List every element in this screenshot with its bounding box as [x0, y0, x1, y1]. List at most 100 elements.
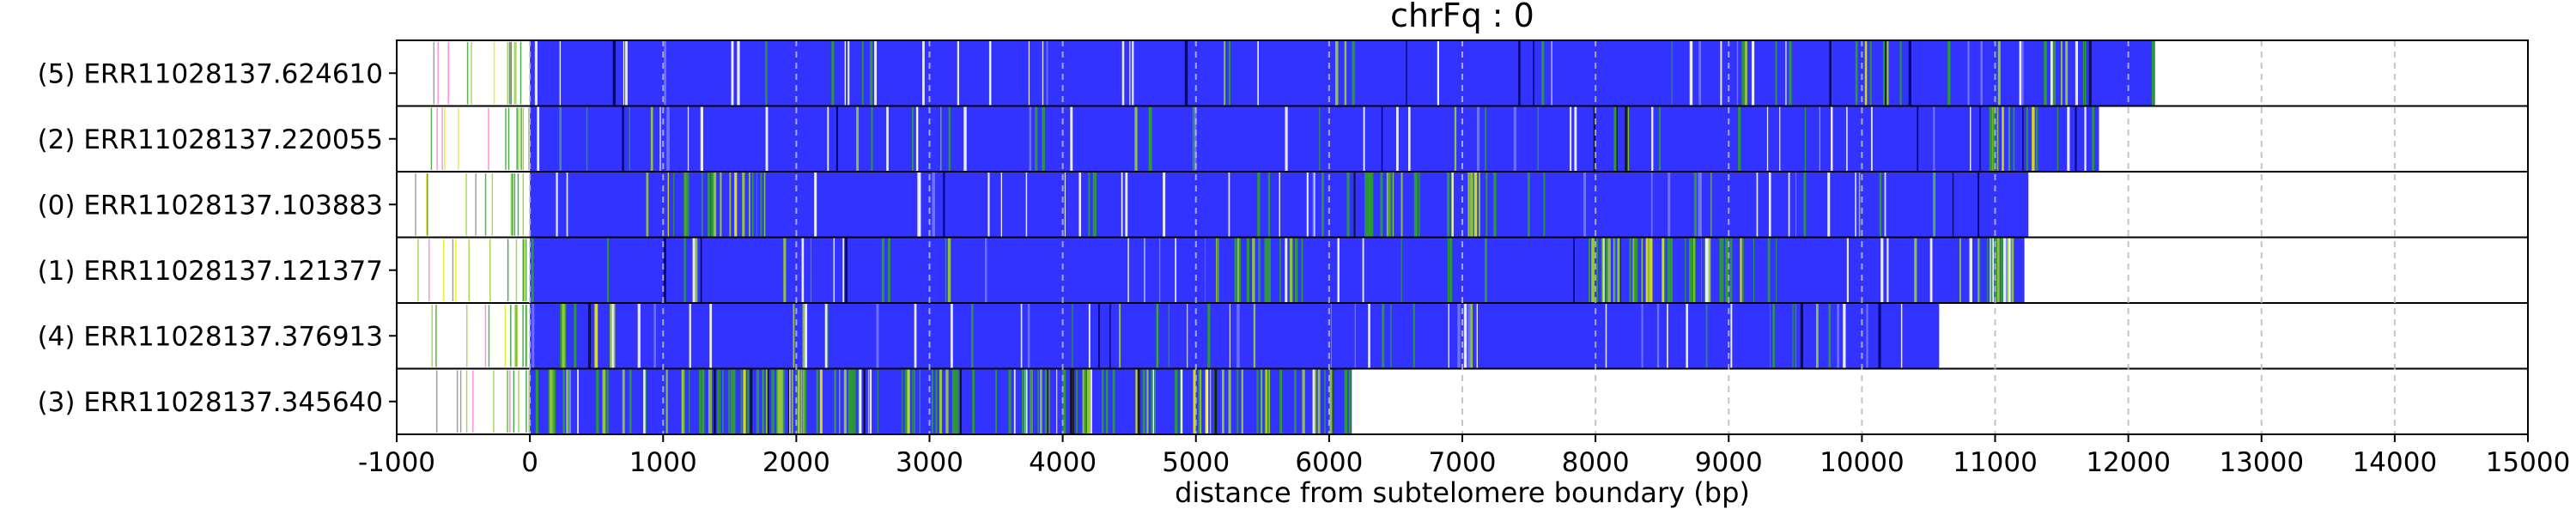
variant-mark — [1234, 237, 1237, 303]
variant-mark — [1175, 368, 1178, 434]
variant-mark — [664, 40, 666, 106]
variant-mark — [1200, 368, 1202, 434]
variant-mark — [1451, 172, 1454, 238]
variant-mark — [2013, 106, 2015, 172]
variant-mark — [1878, 303, 1881, 369]
variant-mark — [831, 40, 835, 106]
variant-mark — [1142, 368, 1145, 434]
variant-mark — [932, 172, 935, 238]
variant-mark — [587, 303, 592, 369]
variant-mark — [689, 368, 690, 434]
variant-mark — [2065, 40, 2069, 106]
row-4: (4) ERR11028137.376913 — [38, 302, 2528, 369]
variant-mark — [1959, 237, 1961, 303]
pre-mark — [426, 173, 428, 236]
variant-mark — [737, 40, 740, 106]
variant-mark — [1353, 172, 1356, 238]
variant-mark — [1134, 106, 1138, 172]
variant-mark — [1022, 368, 1024, 434]
plot-area: (5) ERR11028137.624610 (2) ERR11028137.22… — [38, 39, 2571, 478]
variant-mark — [612, 40, 616, 106]
variant-mark — [2044, 40, 2047, 106]
pre-mark — [488, 107, 489, 170]
variant-mark — [613, 303, 616, 369]
x-tick-label: 15000 — [2486, 447, 2571, 478]
variant-mark — [1785, 40, 1787, 106]
variant-mark — [550, 368, 553, 434]
variant-mark — [701, 172, 703, 238]
variant-mark — [1037, 368, 1039, 434]
variant-mark — [537, 106, 540, 172]
variant-mark — [1992, 106, 1996, 172]
variant-mark — [2019, 40, 2022, 106]
variant-mark — [1648, 237, 1650, 303]
variant-mark — [1313, 368, 1316, 434]
pre-mark — [507, 239, 509, 301]
variant-mark — [733, 368, 735, 434]
variant-mark — [1198, 368, 1201, 434]
variant-mark — [886, 106, 889, 172]
variant-mark — [987, 172, 990, 238]
variant-mark — [1969, 237, 1972, 303]
variant-mark — [908, 368, 910, 434]
variant-mark — [1267, 172, 1271, 238]
variant-mark — [1446, 172, 1450, 238]
variant-mark — [1751, 40, 1755, 106]
pre-mark — [447, 42, 450, 105]
variant-mark — [1449, 237, 1453, 303]
pre-mark — [430, 107, 433, 170]
variant-mark — [1238, 237, 1242, 303]
row-label-5: (3) ERR11028137.345640 — [38, 387, 383, 418]
variant-mark — [1187, 303, 1188, 369]
variant-mark — [1803, 172, 1807, 238]
variant-mark — [1698, 172, 1701, 238]
variant-mark — [1698, 40, 1702, 106]
variant-mark — [1800, 303, 1803, 369]
pre-mark — [507, 42, 508, 105]
pre-mark — [471, 370, 474, 433]
variant-mark — [1619, 237, 1621, 303]
variant-mark — [1493, 172, 1497, 238]
variant-mark — [709, 303, 713, 369]
variant-mark — [1710, 172, 1712, 238]
variant-mark — [1264, 368, 1266, 434]
pre-mark — [512, 173, 513, 236]
variant-mark — [1476, 303, 1478, 369]
variant-mark — [834, 368, 836, 434]
variant-mark — [764, 172, 766, 238]
variant-mark — [1312, 172, 1315, 238]
variant-mark — [1265, 368, 1269, 434]
variant-mark — [602, 368, 605, 434]
variant-mark — [717, 368, 720, 434]
variant-mark — [1463, 303, 1467, 369]
variant-mark — [848, 40, 850, 106]
pre-mark — [459, 370, 462, 433]
variant-mark — [2088, 40, 2092, 106]
variant-mark — [1070, 368, 1072, 434]
variant-mark — [1335, 40, 1339, 106]
variant-mark — [1616, 106, 1618, 172]
pre-mark — [415, 173, 416, 236]
variant-mark — [1543, 172, 1546, 238]
variant-mark — [1484, 237, 1487, 303]
variant-mark — [1324, 368, 1326, 434]
variant-mark — [1607, 237, 1611, 303]
variant-mark — [1669, 237, 1674, 303]
variant-mark — [1686, 303, 1688, 369]
variant-mark — [835, 106, 838, 172]
pre-mark — [515, 239, 518, 301]
variant-mark — [1741, 237, 1744, 303]
variant-mark — [1666, 303, 1668, 369]
variant-mark — [1776, 237, 1777, 303]
variant-mark — [1473, 172, 1478, 238]
variant-mark — [2092, 106, 2095, 172]
variant-mark — [1364, 172, 1366, 238]
variant-mark — [1583, 172, 1587, 238]
pre-mark — [507, 370, 509, 433]
pre-mark — [444, 107, 446, 170]
row-label-4: (4) ERR11028137.376913 — [38, 321, 383, 352]
variant-mark — [1593, 106, 1595, 172]
variant-mark — [1224, 40, 1226, 106]
row-label-3: (1) ERR11028137.121377 — [38, 256, 383, 287]
pre-mark — [456, 370, 459, 433]
